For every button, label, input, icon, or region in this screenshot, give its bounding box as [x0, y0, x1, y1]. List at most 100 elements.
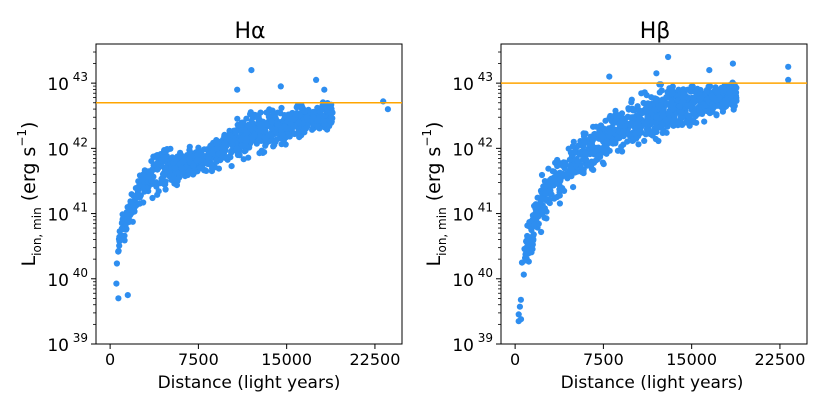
scatter-point-108: [520, 271, 527, 278]
scatter-point-992: [317, 108, 324, 115]
scatter-point-968: [233, 145, 241, 152]
scatter-point-994: [295, 119, 302, 126]
x-axis-ticks: 0 7500 15000 22500: [105, 344, 400, 369]
scatter-point-919: [684, 94, 691, 102]
y-tick-exponent: 43: [73, 70, 88, 84]
scatter-point-982: [660, 127, 667, 134]
scatter-point-980: [251, 131, 258, 138]
y-tick-exponent: 42: [73, 135, 88, 149]
scatter-point-970: [679, 98, 686, 105]
scatter-point-892: [651, 106, 658, 113]
y-tick-label: 10: [47, 75, 69, 95]
y-tick-exponent: 40: [73, 266, 88, 280]
scatter-point-913: [580, 133, 588, 140]
y-tick-label: 10: [47, 140, 69, 160]
scatter-point-912: [546, 200, 553, 207]
scatter-point-547: [296, 134, 303, 141]
scatter-point-960: [172, 155, 179, 163]
scatter-point-962: [574, 158, 581, 165]
scatter-point-971: [270, 111, 277, 118]
scatter-point-777: [564, 175, 571, 182]
y-tick-label: 10: [452, 206, 474, 226]
y-tick-exponent: 41: [478, 201, 493, 215]
scatter-point-965: [327, 117, 334, 125]
scatter-point-557: [161, 181, 168, 188]
scatter-point-887: [603, 150, 610, 157]
y-axis-label: Lion, min (erg s−1): [15, 122, 44, 267]
scatter-point-994: [625, 105, 632, 112]
scatter-point-932: [205, 154, 212, 161]
y-label-close: ): [18, 122, 40, 129]
scatter-point-959: [141, 188, 148, 195]
scatter-point-681: [261, 149, 268, 156]
scatter-point-1008: [517, 316, 525, 323]
y-tick-label: 10: [452, 140, 474, 160]
scatter-point-998: [239, 119, 247, 126]
scatter-point-905: [627, 122, 634, 129]
scatter-point-880: [662, 116, 670, 124]
scatter-point-999: [178, 164, 185, 172]
scatter-point-747: [553, 170, 560, 177]
scatter-point-945: [186, 156, 193, 163]
scatter-point-195: [116, 242, 123, 249]
scatter-point-1006: [706, 67, 713, 74]
scatter-point-998: [568, 166, 575, 173]
scatter-point-778: [535, 220, 542, 227]
scatter-point-915: [268, 118, 275, 125]
scatter-point-945: [548, 182, 556, 189]
scatter-point-948: [158, 157, 165, 164]
scatter-point-922: [136, 182, 143, 189]
scatter-point-981: [705, 83, 712, 90]
scatter-point-911: [309, 126, 316, 133]
scatter-point-966: [280, 137, 287, 144]
scatter-point-684: [582, 156, 590, 163]
scatter-point-990: [525, 241, 532, 248]
scatter-point-779: [119, 216, 126, 223]
scatter-point-879: [663, 94, 670, 101]
scatter-point-997: [522, 251, 529, 258]
scatter-point-743: [136, 200, 143, 207]
scatter-point-963: [633, 135, 640, 142]
scatter-point-886: [219, 154, 226, 161]
scatter-point-722: [715, 89, 722, 96]
x-tick-label: 15000: [666, 350, 717, 369]
y-tick-exponent: 39: [73, 331, 88, 345]
scatter-point-978: [153, 183, 160, 190]
scatter-point-966: [659, 112, 667, 119]
scatter-point-977: [145, 168, 152, 175]
scatter-point-976: [118, 225, 125, 232]
scatter-point-791: [590, 149, 597, 156]
scatter-point-285: [570, 184, 577, 191]
scatter-point-767: [571, 148, 578, 155]
scatter-point-618: [570, 138, 577, 145]
scatter-point-935: [126, 217, 133, 225]
scatter-point-978: [698, 94, 705, 101]
scatter-point-901: [153, 152, 160, 159]
scatter-point-830: [603, 145, 611, 152]
scatter-point-654: [226, 153, 233, 160]
scatter-point-888: [563, 170, 571, 177]
scatter-point-840: [685, 112, 692, 119]
x-axis-label: Distance (light years): [158, 373, 341, 393]
scatter-point-862: [263, 121, 270, 128]
scatter-point-696: [190, 170, 197, 177]
scatter-point-903: [663, 100, 670, 107]
scatter-point-953: [185, 167, 193, 175]
scatter-point-647: [270, 142, 277, 149]
y-tick-exponent: 41: [73, 201, 88, 215]
scatter-point-1008: [124, 292, 131, 299]
scatter-point-619: [636, 107, 643, 114]
chart-title: Hβ: [640, 19, 671, 44]
scatter-point-951: [221, 148, 228, 155]
scatter-point-895: [525, 234, 532, 241]
scatter-point-660: [203, 167, 210, 174]
scatter-point-985: [281, 123, 288, 130]
scatter-point-675: [515, 311, 522, 318]
scatter-point-741: [540, 183, 547, 190]
scatter-point-996: [134, 191, 141, 198]
scatter-point-957: [123, 210, 130, 218]
scatter-point-772: [541, 214, 548, 221]
scatter-point-255: [635, 141, 642, 148]
scatter-point-461: [263, 109, 270, 116]
